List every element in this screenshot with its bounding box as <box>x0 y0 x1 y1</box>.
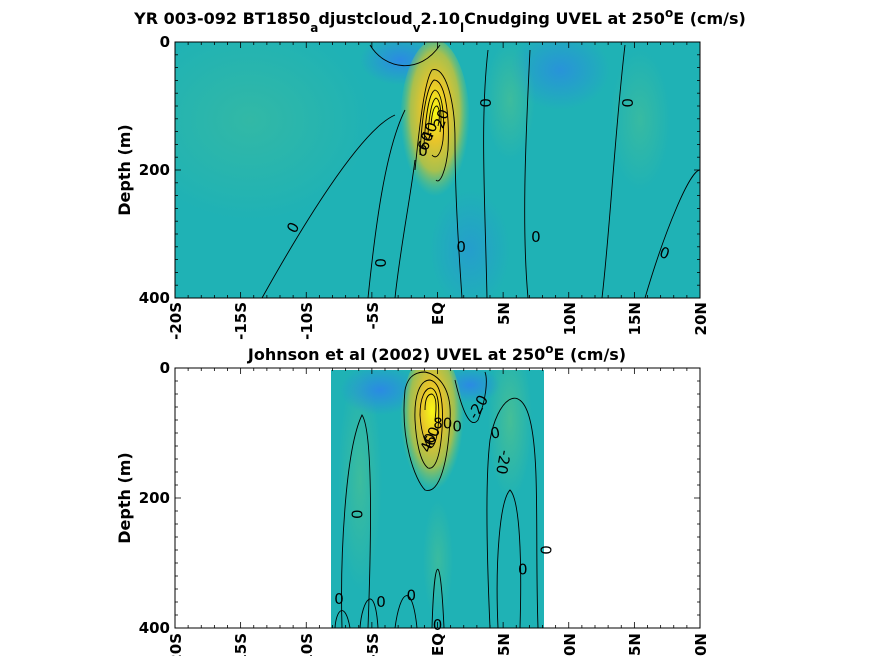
contour-label: 0 <box>619 98 637 108</box>
contour-label: 60 <box>414 129 437 153</box>
contour-label: 80 <box>433 414 452 432</box>
panel-2-x-tick: 20N <box>692 633 710 656</box>
panel-2: Johnson et al (2002) UVEL at 250oE (cm/s… <box>115 342 710 656</box>
contour-label: 0 <box>537 545 555 555</box>
panel-1-x-tick: -10S <box>298 302 316 340</box>
contour-label: 40 <box>418 120 441 144</box>
panel-1-y-axis-label: Depth (m) <box>115 124 134 216</box>
contour-label: 0 <box>372 258 390 268</box>
panel-2-y-tick: 0 <box>160 359 170 377</box>
panel-2-x-tick: -10S <box>298 633 316 656</box>
panel-1-y-tick: 0 <box>160 33 170 51</box>
panel-2-x-tick: -5S <box>364 633 382 656</box>
panel-2-x-tick: 10N <box>561 633 579 656</box>
contour-label: 0 <box>531 228 541 246</box>
contour-label: 0 <box>477 98 495 108</box>
panel-2-x-tick: -20S <box>167 633 185 656</box>
contour-label: 0 <box>334 590 344 608</box>
contour-label: -20 <box>492 449 514 476</box>
panel-1-minor-ticks <box>174 41 701 299</box>
contour-label: 0 <box>406 587 416 605</box>
contour-label: 0 <box>376 593 386 611</box>
panel-2-x-tick: 15N <box>626 633 644 656</box>
panel-1-y-tick: 200 <box>139 161 170 179</box>
panel-1-y-tick: 400 <box>139 289 170 307</box>
panel-2-y-tick: 400 <box>139 619 170 637</box>
panel-1: YR 003-092 BT1850adjustcloudv2.10lCnudgi… <box>115 6 746 340</box>
panel-1-x-tick: -15S <box>232 302 250 340</box>
contour-label: 40 <box>417 431 440 455</box>
panel-2-minor-ticks <box>174 367 701 629</box>
panel-1-x-tick: 15N <box>626 302 644 335</box>
panel-1-x-tick: -5S <box>364 302 382 329</box>
panel-1-title: YR 003-092 BT1850adjustcloudv2.10lCnudgi… <box>133 6 746 35</box>
contour-label: 0 <box>452 418 462 436</box>
panel-2-y-tick: 200 <box>139 489 170 507</box>
panel-2-field <box>331 370 544 628</box>
panel-2-y-axis-label: Depth (m) <box>115 452 134 544</box>
panel-1-x-tick: -20S <box>167 302 185 340</box>
panel-1-field <box>175 42 700 298</box>
panel-1-x-tick: 10N <box>561 302 579 335</box>
panel-2-title: Johnson et al (2002) UVEL at 250oE (cm/s… <box>247 342 626 364</box>
panel-1-x-tick: EQ <box>429 302 447 325</box>
contour-label: 0 <box>348 509 366 519</box>
panel-2-x-tick: -15S <box>232 633 250 656</box>
contour-label: 0 <box>518 561 528 579</box>
contour-label: 20 <box>430 107 453 131</box>
panel-2-x-tick: EQ <box>429 633 447 656</box>
panel-2-x-tick: 5N <box>495 633 513 656</box>
contour-label: 0 <box>456 238 466 256</box>
panel-1-x-tick: 5N <box>495 302 513 325</box>
contour-label: 0 <box>489 423 502 442</box>
contour-label: 0 <box>418 142 428 160</box>
contour-label: 60 <box>421 424 444 448</box>
panel-1-x-tick: 20N <box>692 302 710 335</box>
